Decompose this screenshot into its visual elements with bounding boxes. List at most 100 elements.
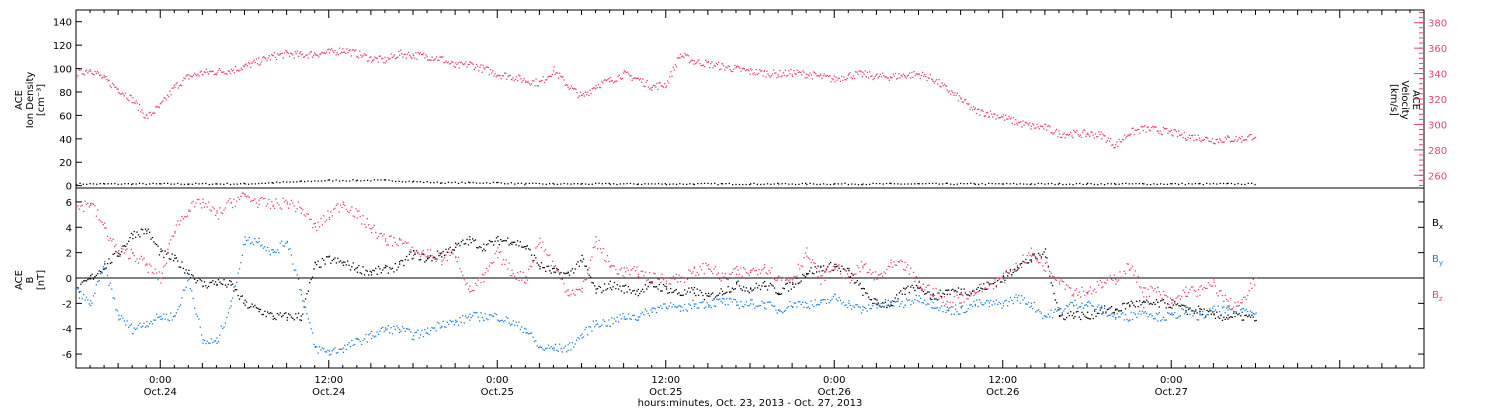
top-left-ytick-label: 120 <box>53 41 72 52</box>
bz-point <box>566 290 568 292</box>
bz-point <box>483 281 485 283</box>
by-point <box>957 313 960 315</box>
by-point <box>1065 305 1068 307</box>
bx-point <box>1129 305 1131 308</box>
velocity-point <box>278 54 280 56</box>
bx-point <box>248 306 250 309</box>
bx-point <box>967 294 969 296</box>
by-point <box>257 242 259 244</box>
ion-density-point <box>135 183 137 185</box>
bz-point <box>897 261 899 263</box>
by-point <box>734 299 736 301</box>
bz-point <box>128 258 130 260</box>
bx-point <box>212 280 214 282</box>
by-point <box>286 240 288 243</box>
bx-point <box>359 272 361 274</box>
bz-point <box>523 281 526 283</box>
bx-point <box>267 311 269 313</box>
bx-point <box>946 293 948 296</box>
velocity-point <box>1216 138 1218 140</box>
bz-point <box>333 208 335 210</box>
by-point <box>636 319 638 321</box>
velocity-point <box>906 75 908 77</box>
by-point <box>244 243 246 245</box>
by-point <box>377 333 380 336</box>
ion-density-point <box>707 182 709 184</box>
bz-point <box>156 272 158 274</box>
bz-point <box>205 202 207 205</box>
by-point <box>1214 309 1217 311</box>
bx-point <box>922 290 924 293</box>
bz-point <box>95 215 97 217</box>
by-point <box>626 318 628 320</box>
velocity-point <box>290 52 292 54</box>
by-point <box>772 305 774 307</box>
velocity-point <box>1242 139 1244 141</box>
bz-point <box>1165 295 1167 297</box>
bx-point <box>884 301 887 303</box>
velocity-point <box>269 59 272 61</box>
by-point <box>1185 305 1187 307</box>
velocity-point <box>904 76 906 78</box>
velocity-point <box>287 52 289 55</box>
velocity-point <box>1065 134 1067 136</box>
by-point <box>568 342 571 344</box>
ion-density-point <box>1057 183 1060 185</box>
bx-point <box>1200 308 1202 311</box>
ion-density-point <box>963 183 965 185</box>
velocity-point <box>81 73 83 75</box>
bx-point <box>1192 310 1194 312</box>
bz-point <box>278 204 280 206</box>
by-point <box>165 313 168 315</box>
bz-point <box>636 266 638 268</box>
by-point <box>345 348 347 351</box>
bz-point <box>1091 293 1093 295</box>
x-tick-time-label: 0:00 <box>823 375 845 386</box>
bz-point <box>908 273 910 275</box>
x-tick-time-label: 0:00 <box>486 375 508 386</box>
velocity-point <box>699 63 701 65</box>
by-point <box>533 340 536 343</box>
bz-point <box>853 273 856 275</box>
bx-point <box>855 281 857 284</box>
bz-point <box>1060 279 1062 281</box>
bz-point <box>1209 284 1211 286</box>
by-point <box>195 313 197 315</box>
velocity-point <box>109 85 111 87</box>
velocity-point <box>433 59 436 61</box>
bx-point <box>799 282 801 284</box>
ion-density-point <box>1206 182 1208 184</box>
bx-series <box>76 228 1257 322</box>
by-point <box>639 316 641 318</box>
bz-point <box>512 272 514 275</box>
bz-point <box>401 243 404 245</box>
bx-point <box>964 292 967 294</box>
bx-point <box>1210 313 1212 315</box>
velocity-point <box>211 70 213 72</box>
by-point <box>580 335 582 337</box>
bx-point <box>900 290 902 292</box>
velocity-point <box>932 80 934 83</box>
by-point <box>425 332 427 334</box>
bx-point <box>898 292 901 294</box>
velocity-point <box>788 70 790 72</box>
ion-density-point <box>1069 183 1071 185</box>
by-point <box>835 298 837 300</box>
by-point <box>181 297 183 299</box>
velocity-point <box>590 92 592 95</box>
velocity-point <box>308 53 310 55</box>
bx-point <box>873 298 875 300</box>
bz-point <box>194 206 196 208</box>
bz-point <box>188 209 190 211</box>
bx-point <box>424 261 426 263</box>
bx-point <box>620 290 623 292</box>
bz-point <box>984 287 986 289</box>
velocity-point <box>397 56 399 58</box>
by-point <box>234 285 236 287</box>
velocity-point <box>310 51 313 53</box>
velocity-point <box>1039 125 1042 127</box>
by-point <box>109 282 111 284</box>
bx-point <box>154 243 156 245</box>
bx-point <box>1254 320 1256 322</box>
ion-density-point <box>598 182 600 184</box>
